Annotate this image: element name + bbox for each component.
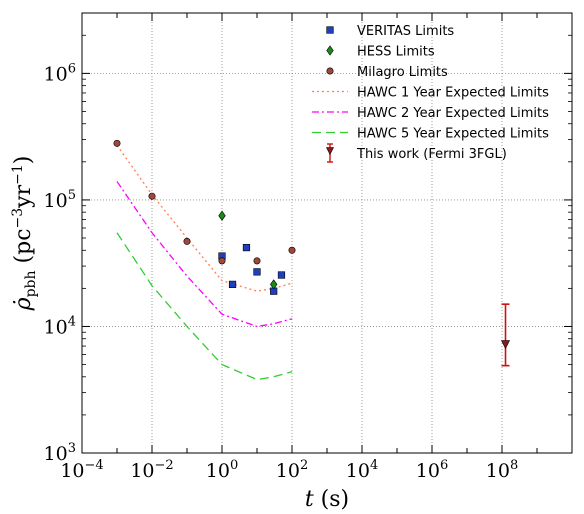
legend-swatch-milagro-limits [326,67,334,75]
legend-label-hawc-5-year-expected-limits: HAWC 5 Year Expected Limits [357,127,549,142]
x-tick-label: 100 [206,458,238,482]
y-tick-label: 106 [44,61,76,85]
legend-swatch-hess-limits [326,45,334,56]
milagro-limits-point [183,237,191,245]
plot-area [113,139,510,381]
series-line-hawc-1 [116,144,293,292]
veritas-limits-point [277,271,286,279]
series-line-hawc-2 [116,181,293,328]
x-axis-label: t (s) [305,487,349,512]
x-tick-label: 102 [276,458,308,482]
fermi-3fgl-point [501,340,510,350]
legend-label-veritas-limits: VERITAS Limits [357,24,454,39]
legend-label-hawc-1-year-expected-limits: HAWC 1 Year Expected Limits [357,86,549,101]
milagro-limits-point [218,257,226,265]
y-axis-label: ρ̇pbh (pc−3yr−1) [10,156,39,312]
plot-frame [81,12,573,454]
tick-marks [81,12,573,454]
grid [81,13,572,454]
x-tick-label: 10−2 [130,458,173,482]
hess-limits-point [270,279,278,290]
legend-label-milagro-limits: Milagro Limits [357,65,448,80]
x-tick-label: 106 [416,458,448,482]
x-tick-label: 108 [486,458,518,482]
legend-swatch-this-work-fermi-3fgl [326,147,334,156]
milagro-limits-point [253,257,261,265]
series-line-hawc-3 [116,232,293,381]
veritas-limits-point [253,268,261,276]
y-tick-label: 103 [44,441,76,465]
milagro-limits-point [148,192,156,200]
milagro-limits-point [288,246,296,254]
legend: VERITAS Limits HESS Limits Milagro Limits H… [312,24,549,163]
legend-swatch-veritas-limits [326,26,334,34]
y-tick-label: 105 [44,188,76,212]
veritas-limits-point [228,280,237,288]
x-tick-label: 104 [346,458,378,482]
legend-label-hess-limits: HESS Limits [357,45,435,60]
y-tick-label: 104 [44,314,76,338]
legend-label-this-work-fermi-3fgl: This work (Fermi 3FGL) [356,147,507,162]
legend-label-hawc-2-year-expected-limits: HAWC 2 Year Expected Limits [357,106,549,121]
axis-labels: t (s) ρ̇pbh (pc−3yr−1) [10,156,349,512]
tick-labels: 10−4 10−2 100 102 104 106 108 103 104 105 106 [44,61,519,482]
x-tick-label: 10−4 [60,458,103,482]
hess-limits-point [218,210,226,221]
veritas-limits-point [242,243,251,252]
milagro-limits-point [113,139,121,147]
